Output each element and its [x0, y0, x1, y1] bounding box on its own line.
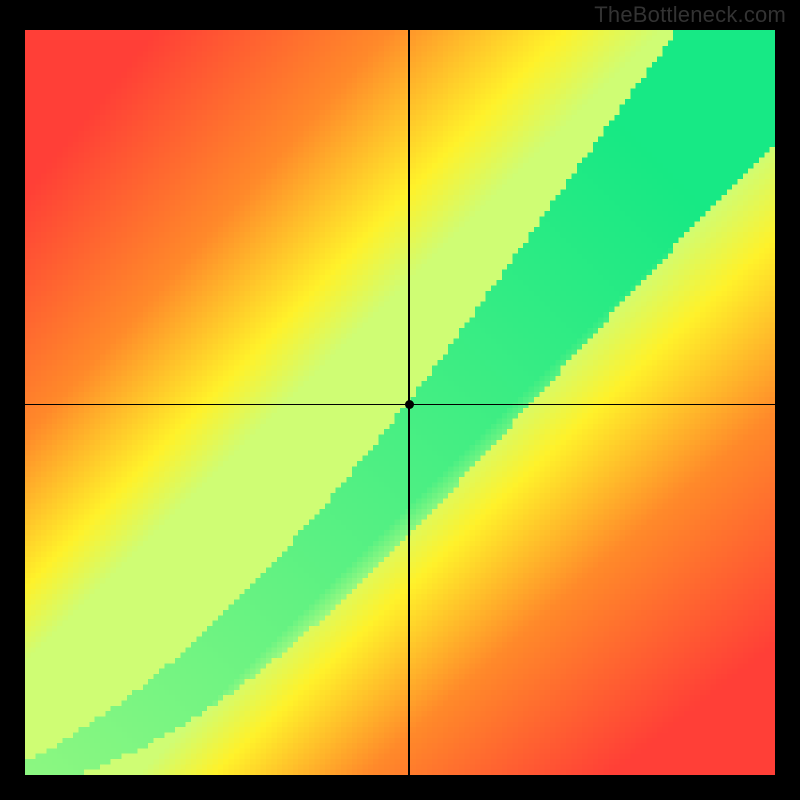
chart-root: TheBottleneck.com	[0, 0, 800, 800]
plot-border	[25, 30, 775, 775]
watermark-text: TheBottleneck.com	[594, 2, 786, 28]
